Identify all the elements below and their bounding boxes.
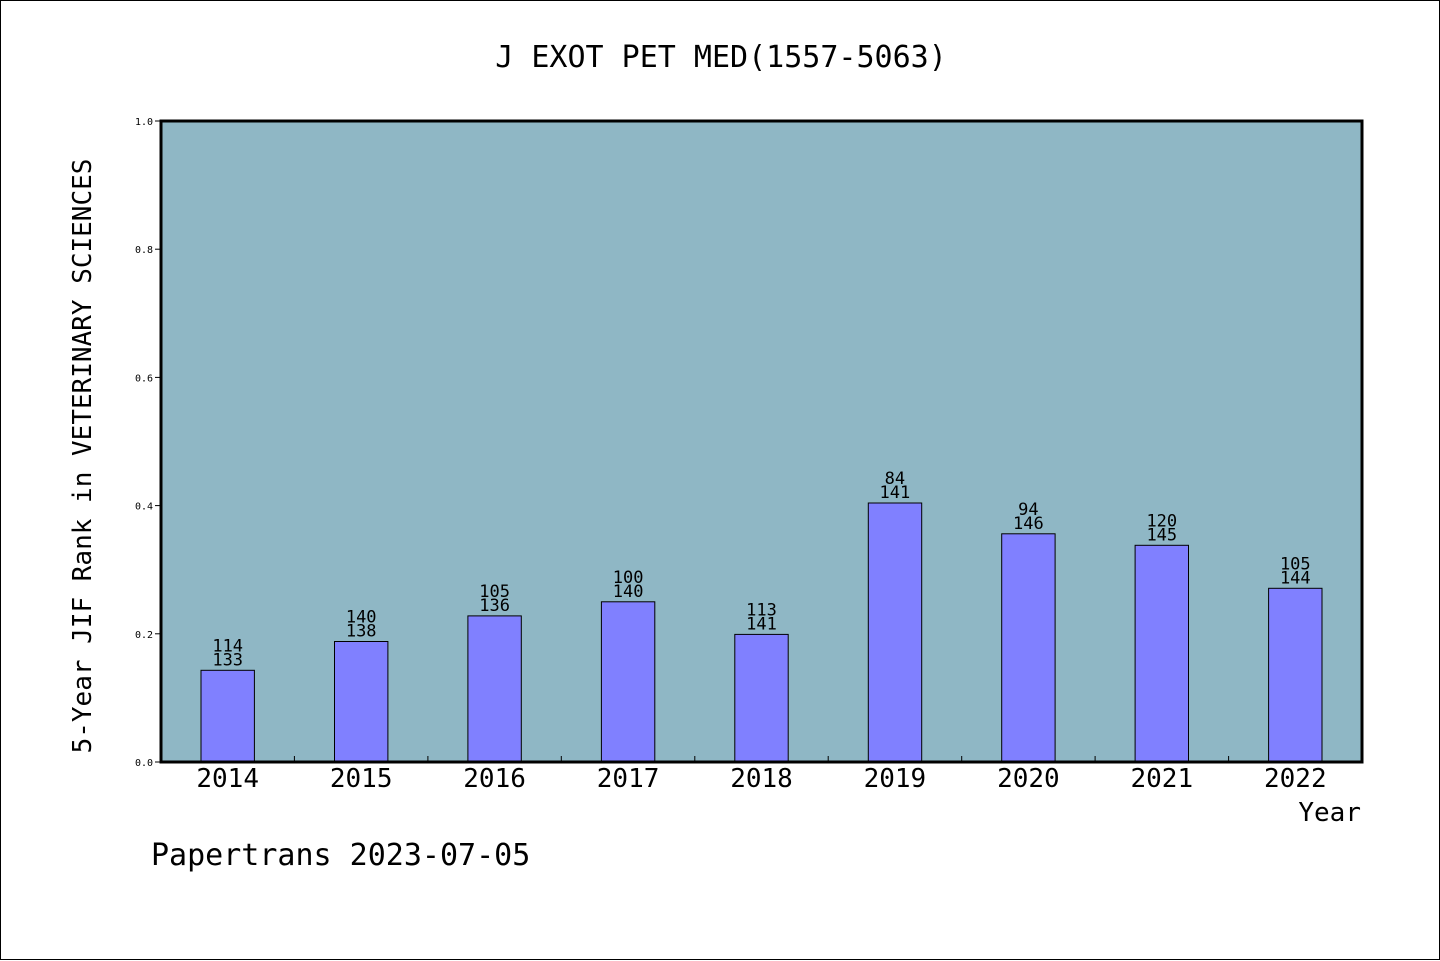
- x-tick-label-2016: 2016: [463, 764, 526, 794]
- bar-labels-layer: 1141331401381051361001401131418414194146…: [212, 469, 1310, 670]
- y-axis: 0.0 0.2 0.4 0.6 0.8 1.0: [135, 117, 161, 769]
- bar-total-label-2017: 140: [613, 582, 644, 602]
- bar-rank-label-2019: 84: [885, 469, 905, 489]
- bar-rank-label-2021: 120: [1146, 511, 1177, 531]
- x-tick-label-2019: 2019: [864, 764, 927, 794]
- bar-total-label-2019: 141: [880, 483, 911, 503]
- bar-total-label-2016: 136: [479, 596, 510, 616]
- y-tick-label-1.0: 1.0: [135, 117, 153, 128]
- y-tick-label-0.2: 0.2: [135, 630, 153, 641]
- bar-2019: [867, 502, 923, 763]
- bar-total-label-2022: 144: [1280, 568, 1311, 588]
- x-axis-title: Year: [1298, 798, 1361, 828]
- bar-rank-label-2022: 105: [1280, 554, 1311, 574]
- x-tick-label-2021: 2021: [1130, 764, 1193, 794]
- y-tick-label-0.6: 0.6: [135, 373, 153, 384]
- bars-layer: [200, 502, 1323, 763]
- bar-2014: [200, 669, 255, 763]
- bar-rank-label-2017: 100: [613, 568, 644, 588]
- bar-2022: [1268, 587, 1323, 763]
- x-tick-label-2018: 2018: [730, 764, 793, 794]
- bar-rank-label-2020: 94: [1018, 500, 1038, 520]
- bar-2017: [600, 601, 656, 763]
- bar-2021: [1134, 544, 1189, 763]
- bar-total-label-2014: 133: [212, 650, 243, 670]
- chart-title: J EXOT PET MED(1557-5063): [495, 40, 947, 75]
- x-tick-label-2014: 2014: [196, 764, 259, 794]
- bar-total-label-2015: 138: [346, 622, 377, 642]
- x-tick-label-2020: 2020: [997, 764, 1060, 794]
- bar-2020: [1001, 533, 1056, 763]
- x-tick-label-2022: 2022: [1264, 764, 1327, 794]
- y-tick-label-0.8: 0.8: [135, 245, 153, 256]
- bar-rank-label-2018: 113: [746, 600, 777, 620]
- bar-2015: [334, 641, 389, 763]
- plot-border: [159, 119, 1364, 764]
- x-tick-label-2015: 2015: [330, 764, 393, 794]
- bar-rank-label-2015: 140: [346, 608, 377, 628]
- bar-total-label-2021: 145: [1146, 525, 1177, 545]
- bar-rank-label-2016: 105: [479, 582, 510, 602]
- bar-2018: [734, 633, 789, 763]
- bar-2016: [467, 615, 522, 763]
- bar-rank-label-2014: 114: [212, 636, 243, 656]
- bar-total-label-2018: 141: [746, 614, 777, 634]
- y-axis-title: 5-Year JIF Rank in VETERINARY SCIENCES: [68, 159, 98, 754]
- x-tick-label-2017: 2017: [597, 764, 660, 794]
- y-tick-label-0.4: 0.4: [135, 502, 153, 513]
- y-tick-label-0.0: 0.0: [135, 758, 153, 769]
- x-axis: 2014 2015 2016 2017 2018 2019 2020 2021 2022: [196, 756, 1327, 794]
- bar-total-label-2020: 146: [1013, 514, 1044, 534]
- footer-credit: Papertrans 2023-07-05: [151, 838, 530, 873]
